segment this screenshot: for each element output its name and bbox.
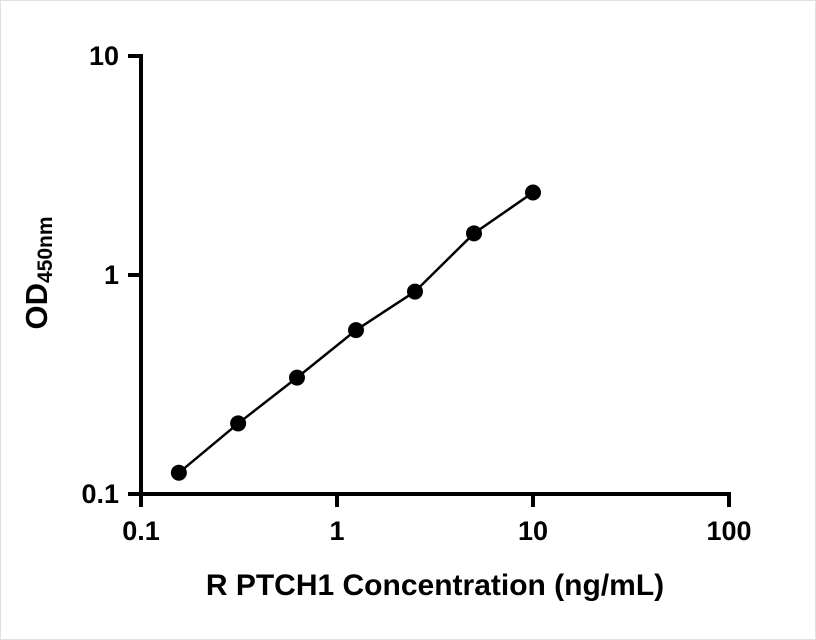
x-axis-ticks: 0.1 1 10 100 [122,494,752,546]
data-point [170,464,187,481]
x-tick-label: 1 [329,516,344,546]
y-tick-label: 0.1 [81,479,119,509]
y-tick-label: 10 [89,41,119,71]
data-point [406,283,423,300]
x-tick-label: 0.1 [122,516,160,546]
data-point [288,369,305,386]
y-axis-ticks: 0.1 1 10 [81,41,141,509]
data-point [347,322,364,339]
x-axis-title: R PTCH1 Concentration (ng/mL) [206,569,664,602]
data-series [170,184,541,481]
y-axis-label-subscript: 450nm [34,216,57,283]
data-point [465,225,482,242]
data-point [525,184,541,201]
data-point [230,415,247,432]
axes [139,54,731,496]
y-tick-label: 1 [104,260,119,290]
y-axis-label: OD450nm [19,216,57,329]
y-axis-label-main: OD [19,283,54,330]
x-tick-label: 100 [706,516,751,546]
x-tick-label: 10 [518,516,548,546]
